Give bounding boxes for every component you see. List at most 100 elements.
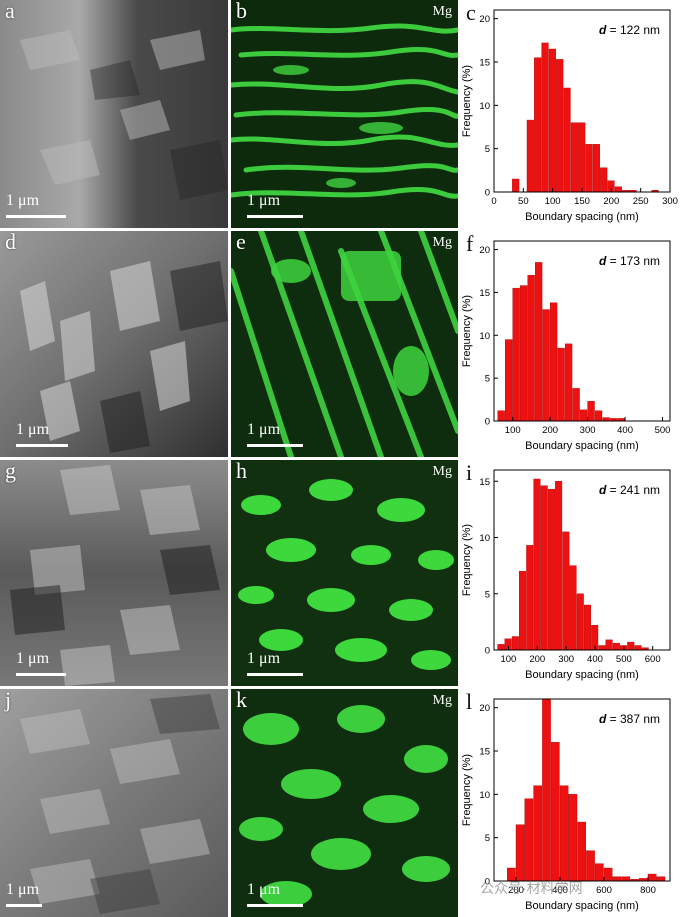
histogram-bar (542, 309, 550, 422)
histogram-svg: 200 400 600 800 0 5 10 15 20 Boundary spacing (nm… (461, 698, 671, 912)
x-tick-label: 200 (542, 425, 558, 436)
histogram-bar (647, 873, 657, 882)
scale-bar-label: 1 μm (16, 421, 50, 438)
x-tick-label: 150 (574, 196, 590, 207)
panel-label: e (236, 231, 246, 254)
histogram-l: l 200 400 600 800 0 5 10 15 20 Boundary spacing (… (458, 689, 680, 917)
histogram-f: f 100 200 300 400 500 0 5 10 15 20 Boundary spacin… (458, 231, 680, 457)
x-tick-label: 100 (500, 654, 516, 665)
histogram-bar (515, 824, 525, 882)
mean-spacing-annotation: d = 173 nm (599, 254, 660, 268)
y-axis-label: Frequency (%) (461, 524, 473, 596)
panel-label: l (466, 689, 473, 714)
histogram-svg: 100 200 300 400 500 600 0 5 10 15 Boundary spacing… (461, 469, 671, 681)
x-tick-label: 600 (645, 654, 661, 665)
sem-image-g: g 1 μm (0, 460, 228, 686)
sem-texture (0, 0, 228, 228)
x-tick-label: 400 (617, 425, 633, 436)
histogram-bar (524, 798, 534, 882)
mean-spacing-annotation: d = 387 nm (599, 712, 660, 726)
histogram-c: c 0 50 100 150 200 250 300 0 5 10 15 20 Boundary spa… (458, 0, 680, 228)
panel-label: j (5, 689, 12, 712)
panel-label: i (466, 460, 473, 485)
histogram-bar (533, 478, 541, 651)
histogram-bar (579, 409, 588, 422)
y-tick-label: 10 (479, 331, 490, 342)
histogram-i: i 100 200 300 400 500 600 0 5 10 15 Boundary spaci… (458, 460, 680, 686)
y-tick-label: 15 (479, 747, 490, 758)
histogram-bar (527, 275, 535, 422)
scale-bar (247, 444, 303, 447)
plot-frame (493, 469, 671, 651)
histogram-bar (526, 545, 534, 651)
y-axis-label: Frequency (%) (461, 65, 473, 137)
eds-map-k: k Mg 1 μm (231, 689, 458, 917)
histogram-bar (612, 643, 620, 651)
eds-map-h: h Mg 1 μm (231, 460, 458, 686)
x-tick-label: 200 (508, 885, 524, 896)
x-tick-label: 800 (640, 885, 656, 896)
panel-label: f (466, 231, 474, 256)
histogram-bar (556, 59, 564, 193)
histogram-bar (540, 485, 548, 651)
panel-label: k (236, 689, 247, 712)
scale-bar-label: 1 μm (16, 650, 50, 667)
histogram-bar (600, 167, 608, 193)
x-tick-label: 400 (552, 885, 568, 896)
histogram-bar (555, 481, 563, 651)
y-tick-label: 20 (479, 14, 490, 25)
histogram-bar (594, 410, 603, 422)
histogram-bar (568, 794, 578, 882)
histogram-bar (578, 122, 586, 193)
histogram-bar (497, 644, 505, 651)
sem-texture (0, 460, 228, 686)
x-tick-label: 600 (596, 885, 612, 896)
plot-frame (493, 240, 671, 422)
histogram-bar (548, 48, 556, 193)
sem-image-a: a 1 μm (0, 0, 228, 228)
histogram-bar (585, 144, 593, 193)
y-tick-label: 0 (485, 877, 490, 888)
element-label: Mg (432, 693, 452, 708)
mean-spacing-annotation: d = 241 nm (599, 483, 660, 497)
histogram-bar (594, 863, 604, 882)
histogram-bar (519, 571, 527, 651)
histogram-bar (572, 388, 580, 422)
eds-mg-distribution (231, 689, 458, 917)
x-tick-label: 500 (655, 425, 671, 436)
scale-bar-label: 1 μm (6, 192, 40, 209)
histogram-bar (520, 285, 528, 422)
x-axis-label: Boundary spacing (nm) (525, 211, 639, 223)
panel-label: a (5, 0, 15, 23)
y-tick-label: 20 (479, 703, 490, 714)
histogram-bar (559, 785, 569, 882)
x-tick-label: 300 (580, 425, 596, 436)
scale-bar (6, 904, 42, 907)
histogram-bar (511, 636, 519, 651)
scale-bar (16, 673, 66, 676)
scale-bar-label: 1 μm (247, 881, 281, 898)
y-tick-label: 0 (485, 188, 490, 199)
eds-map-b: b Mg 1 μm (231, 0, 458, 228)
y-tick-label: 5 (485, 144, 490, 155)
sem-image-d: d 1 μm (0, 231, 228, 457)
sem-texture (0, 231, 228, 457)
panel-label: b (236, 0, 247, 23)
histogram-bar (562, 531, 570, 651)
y-tick-label: 10 (479, 101, 490, 112)
histogram-bar (534, 262, 543, 422)
panel-label: d (5, 231, 16, 254)
x-tick-label: 100 (545, 196, 561, 207)
y-tick-label: 0 (485, 646, 490, 657)
x-tick-label: 0 (491, 196, 496, 207)
histogram-bar (603, 867, 613, 882)
histogram-bar (549, 302, 558, 422)
histogram-bar (550, 742, 560, 882)
x-axis-label: Boundary spacing (nm) (525, 900, 639, 912)
histogram-bar (627, 641, 635, 651)
x-axis-label: Boundary spacing (nm) (525, 440, 639, 452)
histogram-bar (621, 876, 631, 882)
y-tick-label: 5 (485, 589, 490, 600)
x-tick-label: 200 (603, 196, 619, 207)
histogram-bar (569, 565, 577, 651)
